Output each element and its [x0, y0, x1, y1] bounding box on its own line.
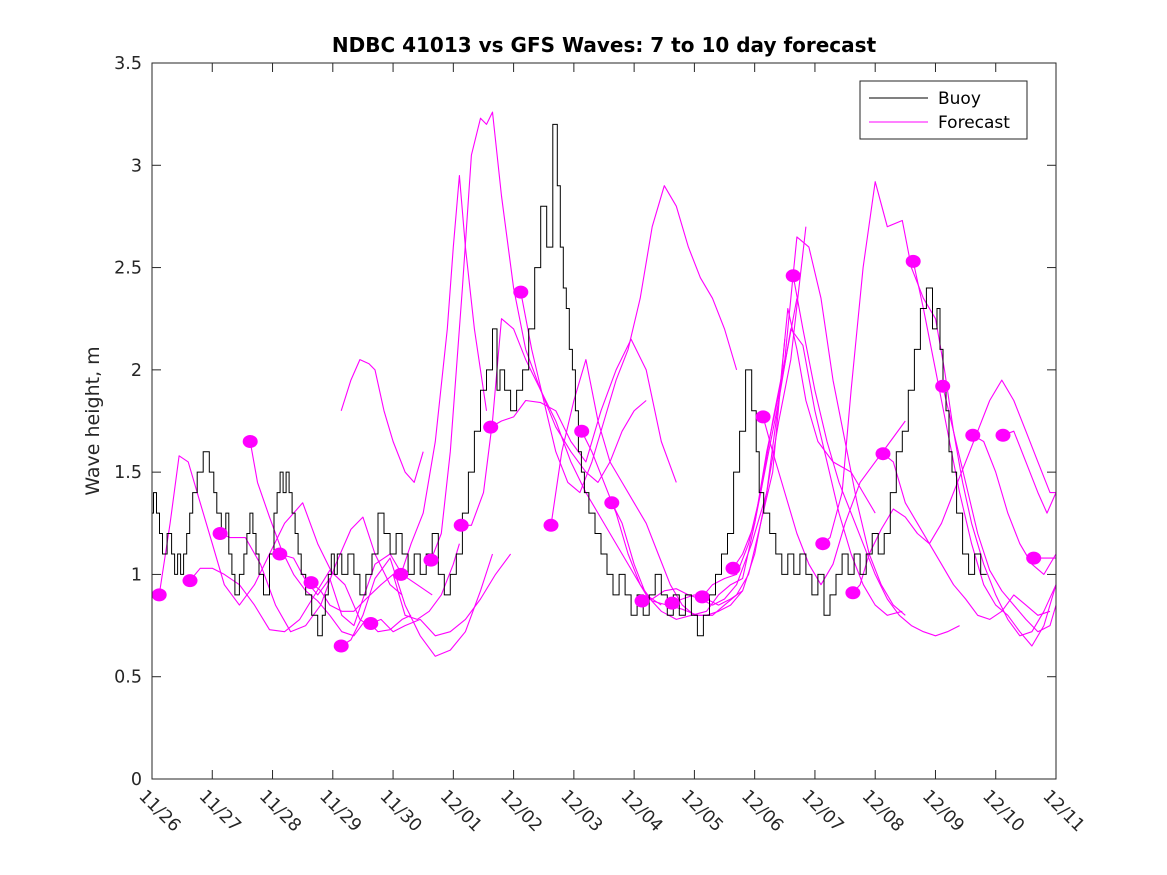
y-tick-label: 1.5	[114, 463, 142, 483]
y-axis-label: Wave height, m	[82, 346, 104, 495]
y-tick-label: 1	[131, 565, 142, 585]
forecast-start-point	[182, 574, 198, 588]
y-tick-label: 3.5	[114, 54, 142, 74]
forecast-start-point	[815, 537, 831, 551]
forecast-start-point	[272, 547, 288, 561]
forecast-line	[1002, 430, 1057, 514]
chart-title: NDBC 41013 vs GFS Waves: 7 to 10 day for…	[332, 33, 877, 57]
forecast-start-point	[905, 254, 921, 268]
forecast-start-point	[1026, 551, 1042, 565]
forecast-line	[641, 226, 807, 606]
forecast-start-point	[755, 410, 771, 424]
forecast-line	[189, 567, 373, 633]
forecast-start-point	[453, 518, 469, 532]
plot-area: 00.511.522.533.5 11/26 11/27 11/28 11/29 11/…	[114, 54, 1088, 836]
forecast-start-points	[151, 254, 1042, 653]
forecast-start-point	[574, 424, 590, 438]
forecast-line	[882, 453, 1051, 620]
forecast-line	[942, 386, 1057, 633]
forecast-line	[852, 379, 1056, 594]
forecast-start-point	[423, 553, 439, 567]
forecast-line	[520, 185, 738, 494]
legend-box	[859, 80, 1028, 140]
forecast-line	[550, 359, 744, 616]
forecast-line	[461, 318, 647, 526]
forecast-lines	[158, 111, 1057, 657]
forecast-line	[370, 553, 512, 637]
buoy-line	[152, 123, 987, 637]
forecast-line	[158, 455, 334, 606]
forecast-line	[611, 298, 798, 620]
y-axis-ticks: 0 0.5 1 1.5 2 2.5 3 3.5	[114, 54, 1056, 790]
forecast-start-point	[333, 639, 349, 653]
forecast-start-point	[303, 576, 319, 590]
forecast-start-point	[212, 527, 228, 540]
forecast-start-point	[875, 447, 891, 461]
y-tick-label: 0	[131, 770, 142, 790]
forecast-line	[732, 328, 903, 616]
forecast-line	[340, 359, 424, 483]
forecast-start-point	[664, 596, 680, 610]
forecast-line	[972, 434, 1057, 575]
forecast-line	[310, 543, 460, 620]
y-tick-label: 2	[131, 361, 142, 381]
forecast-start-point	[845, 586, 861, 600]
forecast-start-point	[151, 588, 167, 602]
forecast-start-point	[513, 285, 529, 299]
forecast-start-point	[634, 594, 650, 608]
forecast-line	[912, 261, 1057, 647]
forecast-start-point	[543, 518, 559, 532]
forecast-line	[701, 236, 906, 616]
forecast-start-point	[995, 428, 1011, 442]
y-tick-label: 0.5	[114, 668, 142, 688]
y-tick-label: 3	[131, 156, 142, 176]
legend-label-buoy: Buoy	[938, 89, 981, 109]
forecast-start-point	[363, 617, 379, 630]
forecast-line	[792, 275, 960, 637]
forecast-start-point	[935, 379, 951, 393]
forecast-line	[340, 553, 494, 657]
legend: Buoy Forecast	[859, 80, 1028, 140]
forecast-start-point	[725, 561, 741, 575]
forecast-start-point	[604, 496, 620, 510]
forecast-line	[400, 174, 488, 575]
forecast-line	[762, 416, 906, 586]
legend-label-forecast: Forecast	[938, 113, 1010, 133]
forecast-line	[430, 111, 662, 606]
forecast-start-point	[242, 435, 258, 448]
forecast-start-point	[393, 567, 409, 581]
forecast-start-point	[483, 420, 499, 434]
buoy-line-group	[152, 123, 987, 637]
forecast-start-point	[694, 590, 710, 604]
forecast-start-point	[965, 428, 981, 442]
axes-box	[151, 62, 1057, 780]
forecast-start-point	[785, 269, 801, 283]
y-tick-label: 2.5	[114, 259, 142, 279]
